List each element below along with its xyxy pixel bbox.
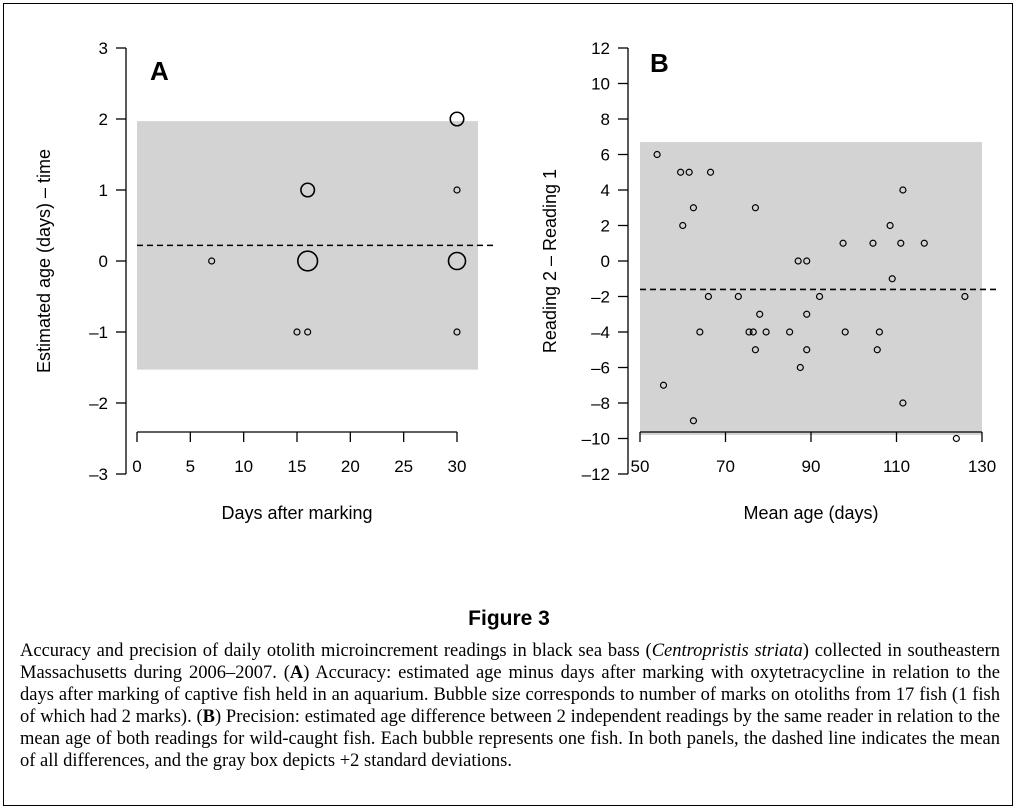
- panel-b-bubble: [685, 168, 693, 176]
- panel-b-y-axis-label: Reading 2 – Reading 1: [540, 169, 560, 353]
- figure-title: Figure 3: [468, 607, 550, 630]
- panel-b-bubble: [677, 168, 685, 176]
- panel-b-bubble: [762, 328, 770, 336]
- panel-b-bubble: [815, 292, 824, 301]
- panel-a-bubble: [293, 328, 301, 336]
- panel-b-bubble: [786, 328, 794, 336]
- panel-b-bubble: [749, 328, 757, 336]
- panel-b-bubble: [841, 328, 849, 336]
- panel-b-y-tick-label: –8: [591, 394, 610, 413]
- panel-b-bubble: [952, 434, 960, 443]
- panel-b-x-axis-label: Mean age (days): [743, 503, 878, 523]
- panel-b-y-tick-label: 10: [591, 75, 610, 94]
- caption-text-2: ) collected in southeastern Massachusett…: [20, 641, 1001, 683]
- panel-b-x-tick-label: 50: [631, 457, 650, 476]
- panel-a-x-tick-label: 15: [288, 457, 307, 476]
- panel-b-y-tick-label: 0: [601, 252, 610, 271]
- panel-a-label: A: [150, 56, 169, 86]
- panel-b-bubble: [897, 239, 905, 247]
- panel-a-bubble: [453, 328, 461, 336]
- panel-b-bubble: [803, 346, 811, 354]
- panel-b-bubble: [888, 275, 896, 283]
- panel-a-x-tick-label: 5: [186, 457, 195, 476]
- panel-b-bubble: [745, 328, 753, 336]
- panel-b-bubble: [653, 150, 661, 159]
- panel-a-x-tick-label: 0: [132, 457, 141, 476]
- caption-text-3: ) Accuracy: estimated age minus days aft…: [20, 663, 1000, 727]
- panel-b-bubble: [689, 417, 698, 425]
- panel-a-x-tick-label: 30: [448, 457, 467, 476]
- panel-b-y-tick-label: 8: [601, 110, 610, 129]
- caption-label-b: B: [202, 707, 215, 727]
- panel-a-bubble: [449, 111, 465, 127]
- panel-a-x-axis-label: Days after marking: [221, 503, 372, 523]
- panel-b-bubble: [803, 310, 811, 318]
- panel-b-y-tick-label: –2: [591, 288, 610, 307]
- panel-a-bubble: [300, 182, 316, 198]
- figure-caption: Accuracy and precision of daily otolith …: [20, 640, 1000, 772]
- caption-species: Centropristis striata: [651, 641, 803, 661]
- panel-a-x-tick-label: 25: [394, 457, 413, 476]
- panel-b-label: B: [650, 48, 669, 78]
- panel-b-bubble: [796, 363, 804, 372]
- panel-b-bubble: [696, 328, 704, 336]
- panel-b-bubble: [899, 399, 907, 407]
- panel-b-y-tick-label: –4: [591, 323, 610, 342]
- panel-b-y-tick-label: 4: [601, 181, 610, 200]
- panel-a-bubble: [304, 328, 312, 336]
- panel-b-y-tick-label: –10: [582, 430, 610, 449]
- panel-a-x-tick-label: 10: [234, 457, 253, 476]
- panel-b-bubble: [839, 239, 847, 247]
- panel-b-bubble: [803, 257, 811, 265]
- panel-b-bubble: [794, 257, 802, 265]
- panel-b-bubble: [706, 168, 715, 176]
- panel-b-x-tick-label: 70: [716, 457, 735, 476]
- panel-b-bubble: [920, 239, 928, 247]
- panel-b-bubble: [873, 346, 881, 354]
- panel-a-y-tick-label: –3: [89, 465, 108, 484]
- panel-a-y-tick-label: 0: [99, 252, 108, 271]
- panel-a-bubble: [453, 186, 461, 194]
- caption-label-a: A: [289, 663, 304, 683]
- panel-a-y-tick-label: 1: [99, 181, 108, 200]
- panel-a-bubble: [447, 251, 467, 271]
- panel-b-bubble: [961, 292, 969, 301]
- panel-a-y-tick-label: 2: [99, 110, 108, 129]
- panel-a-y-tick-label: –1: [89, 323, 108, 342]
- panel-a-x-tick-label: 20: [341, 457, 360, 476]
- panel-b-bubble: [679, 221, 687, 230]
- panel-a-y-axis-label: Estimated age (days) – time: [34, 149, 54, 373]
- panel-a-y-tick-label: 3: [99, 39, 108, 58]
- panel-b-y-tick-label: 12: [591, 39, 610, 58]
- panel-b-y-tick-label: –6: [591, 359, 610, 378]
- panel-b-bubble: [689, 204, 698, 212]
- panel-b-bubble: [899, 186, 907, 194]
- panel-a-bubble: [297, 250, 319, 272]
- panel-b-x-tick-label: 90: [802, 457, 821, 476]
- panel-b-bubble: [734, 292, 742, 301]
- panel-b-bubble: [756, 310, 764, 318]
- panel-b-bubble: [704, 292, 713, 301]
- panel-b-bubble: [886, 221, 894, 230]
- caption-text-1: Accuracy and precision of daily otolith …: [20, 641, 652, 661]
- panel-b-x-tick-label: 130: [968, 457, 996, 476]
- panel-b-bubble: [659, 381, 668, 389]
- panel-b-bubble: [751, 346, 760, 354]
- caption-text-4: ) Precision: estimated age difference be…: [20, 707, 1000, 771]
- panel-b-y-tick-label: 2: [601, 217, 610, 236]
- panel-b-x-tick-label: 110: [883, 457, 910, 476]
- panel-b-y-tick-label: 6: [601, 146, 610, 165]
- panel-b-bubble: [875, 328, 884, 336]
- panel-a-y-tick-label: –2: [89, 394, 108, 413]
- panel-b-bubble: [751, 204, 760, 212]
- panel-b-y-tick-label: –12: [582, 465, 610, 484]
- panel-a-bubble: [208, 257, 216, 265]
- panel-b-sd-box: [640, 142, 982, 435]
- figure-frame: [3, 3, 1013, 806]
- panel-b-bubble: [869, 239, 877, 247]
